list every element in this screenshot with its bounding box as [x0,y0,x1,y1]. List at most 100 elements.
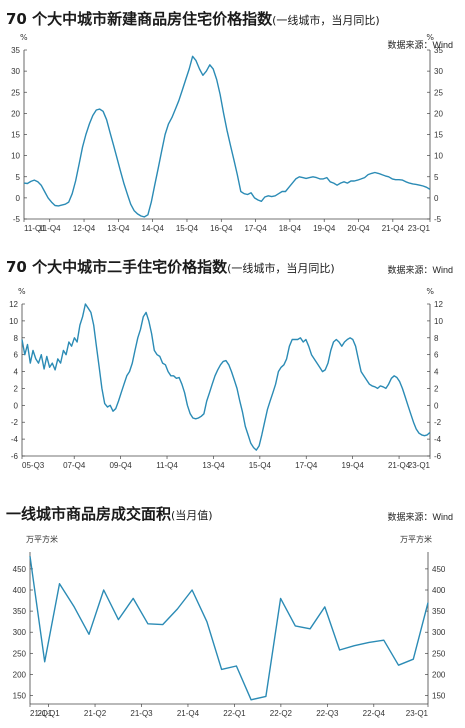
chart-1-unit-left: % [20,33,28,42]
chart-2-title: 70 个大中城市二手住宅价格指数(一线城市，当月同比) [6,258,335,276]
chart-3-xtick-label: 22-Q1 [223,709,246,718]
chart-2-xtick-label: 09-Q4 [109,461,132,470]
chart-1-series-line [23,55,431,218]
chart-1-xtick-label: 21-Q4 [382,224,405,233]
chart-1-ytick-label-right: 35 [434,46,443,55]
chart-1-ytick-label-left: 30 [11,67,20,76]
chart-2-ytick-label-left: 6 [14,351,19,360]
chart-2-xtick-label: 15-Q4 [249,461,272,470]
chart-2-source: 数据来源：Wind [387,265,453,275]
chart-2-ytick-label-left: 2 [14,384,19,393]
chart-2-xtick-label: 07-Q4 [63,461,86,470]
chart-1-ytick-label-right: 5 [434,173,439,182]
chart-1-xtick-label: 17-Q4 [244,224,267,233]
chart-3-xtick-label: 22-Q2 [270,709,293,718]
chart-2-xtick-label: 19-Q4 [342,461,365,470]
chart-3-unit-left: 万平方米 [26,534,58,544]
chart-3-ytick-label-left: 350 [13,607,27,616]
chart-1-ytick-label-left: 10 [11,152,20,161]
chart-1-xtick-label: 19-Q4 [313,224,336,233]
chart-3-ytick-label-left: 400 [13,586,27,595]
chart-1-ytick-label-right: 0 [434,194,439,203]
chart-2-unit-left: % [18,287,26,296]
chart-2-ytick-label-left: -4 [11,435,19,444]
chart-2-series-line [21,303,431,451]
chart-2-ytick-label-right: 2 [434,384,439,393]
chart-1-ytick-label-right: 15 [434,131,443,140]
chart-3-unit-right: 万平方米 [400,534,432,544]
chart-3-series-line [29,556,429,701]
chart-1-ytick-label-left: 25 [11,88,20,97]
chart-3-ytick-label-left: 150 [13,692,27,701]
chart-2-ytick-label-right: 10 [434,317,443,326]
chart-3-ytick-label-left: 200 [13,670,27,679]
chart-1-source: 数据来源：Wind [387,40,453,50]
chart-1-svg: % % -5 -5 0 0 5 5 10 10 15 15 20 20 25 25 30 30 35 35 11-Q1 1… [11,33,443,233]
chart-1-xtick-label: 13-Q4 [107,224,130,233]
chart-3-ytick-label-right: 300 [432,628,446,637]
chart-3-ytick-label-right: 150 [432,692,446,701]
chart-3-source: 数据来源：Wind [387,512,453,522]
chart-1-ytick-label-left: 35 [11,46,20,55]
chart-2-xtick-label: 05-Q3 [22,461,45,470]
chart-3-xtick-label: 21-Q3 [130,709,153,718]
chart-2-ytick-label-right: 8 [434,334,439,343]
chart-3-xtick-label: 22-Q3 [316,709,339,718]
chart-2-xtick-label: 21-Q4 [388,461,411,470]
chart-1-xtick-label: 23-Q1 [408,224,431,233]
chart-2-ytick-label-left: 12 [9,300,18,309]
chart-3-ytick-label-left: 250 [13,649,27,658]
chart-1-xtick-label: 20-Q4 [347,224,370,233]
chart-3-xtick-label: 23-Q1 [406,709,429,718]
chart-2-xtick-label: 23-Q1 [408,461,431,470]
chart-2-unit-right: % [426,287,434,296]
chart-1-panel: 70 个大中城市新建商品房住宅价格指数(一线城市，当月同比) 数据来源：Wind… [0,0,465,236]
chart-2-ytick-label-right: -2 [434,418,442,427]
chart-2-ytick-label-right: 0 [434,401,439,410]
chart-1-ytick-label-right: 30 [434,67,443,76]
chart-1-ytick-label-left: -5 [13,215,21,224]
chart-3-xtick-label: 21-Q2 [84,709,107,718]
chart-1-ytick-label-left: 15 [11,131,20,140]
chart-3-ytick-label-left: 450 [13,565,27,574]
chart-3-xtick-label: 21-Q1 [37,709,60,718]
chart-1-xtick-label: 12-Q4 [73,224,96,233]
chart-2-ytick-label-left: 4 [14,368,19,377]
chart-3-ytick-label-right: 250 [432,649,446,658]
chart-2-ytick-label-left: -2 [11,418,19,427]
chart-1-unit-right: % [426,33,434,42]
chart-1-ytick-label-left: 20 [11,109,20,118]
chart-1-ytick-label-right: 20 [434,109,443,118]
chart-1-ytick-label-left: 5 [16,173,21,182]
chart-1-xtick-label: 18-Q4 [279,224,302,233]
chart-2-ytick-label-right: -4 [434,435,442,444]
chart-3-xtick-label: 21-Q1 [30,709,53,718]
chart-2-ytick-label-left: 8 [14,334,19,343]
chart-1-ytick-label-left: 0 [16,194,21,203]
chart-2-ytick-label-right: 4 [434,368,439,377]
chart-3-ytick-label-right: 400 [432,586,446,595]
chart-1-ytick-label-right: -5 [434,215,442,224]
chart-2-ytick-label-right: -6 [434,452,442,461]
chart-3-ytick-label-left: 300 [13,628,27,637]
chart-2-xtick-label: 13-Q4 [202,461,225,470]
chart-3-xtick-label: 21-Q4 [177,709,200,718]
chart-1-ytick-label-right: 25 [434,88,443,97]
chart-2-ytick-label-left: 10 [9,317,18,326]
chart-1-xtick-label: 11-Q1 [24,224,46,233]
chart-3-title: 一线城市商品房成交面积(当月值) [6,505,213,523]
chart-1-xtick-label: 15-Q4 [176,224,199,233]
chart-2-xtick-label: 17-Q4 [295,461,318,470]
chart-2-ytick-label-right: 6 [434,351,439,360]
chart-1-ytick-label-right: 10 [434,152,443,161]
chart-3-ytick-label-right: 350 [432,607,446,616]
chart-2-xtick-label: 11-Q4 [156,461,178,470]
chart-2-ytick-label-left: -6 [11,452,19,461]
chart-1-title: 70 个大中城市新建商品房住宅价格指数(一线城市，当月同比) [6,10,380,28]
chart-1-xtick-label: 16-Q4 [210,224,233,233]
chart-2-ytick-label-right: 12 [434,300,443,309]
